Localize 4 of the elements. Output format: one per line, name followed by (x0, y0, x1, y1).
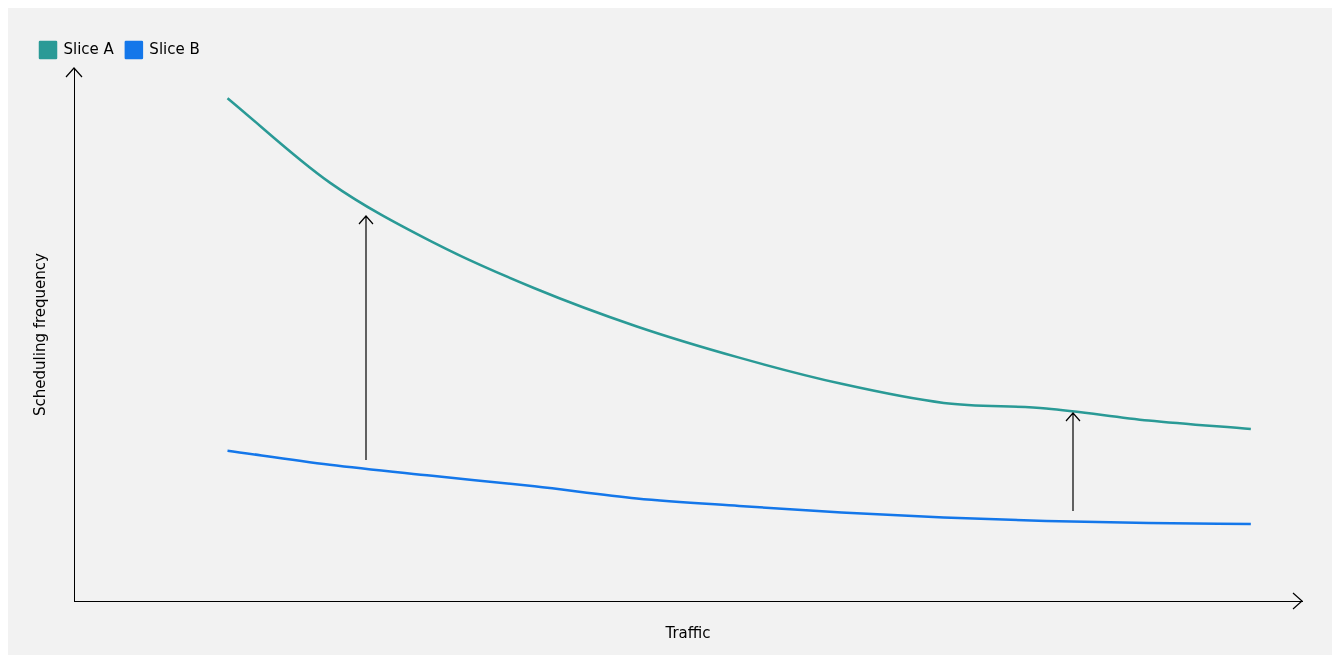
legend-label: Slice B (149, 39, 200, 58)
legend-label: Slice A (63, 39, 115, 58)
x-axis-title: Traffic (664, 623, 711, 642)
y-axis-title: Scheduling frequency (30, 252, 49, 416)
